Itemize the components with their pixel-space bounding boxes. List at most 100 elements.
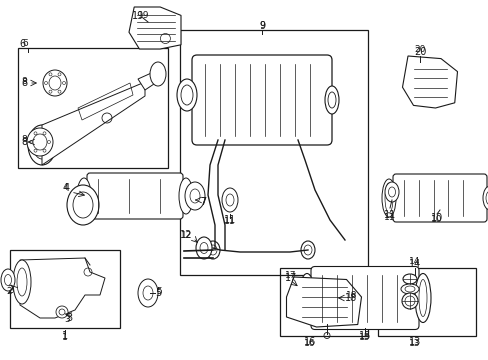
Ellipse shape: [33, 131, 51, 159]
Ellipse shape: [485, 191, 488, 205]
Text: 7: 7: [200, 197, 206, 207]
Ellipse shape: [414, 274, 430, 323]
Text: 20: 20: [413, 47, 426, 57]
Text: 19: 19: [132, 11, 144, 21]
Text: 1: 1: [62, 333, 68, 342]
FancyBboxPatch shape: [87, 173, 183, 219]
Bar: [377, 268, 475, 336]
Ellipse shape: [208, 245, 217, 255]
Text: 10: 10: [430, 216, 442, 225]
Text: 17: 17: [285, 273, 297, 283]
Text: 16: 16: [304, 338, 315, 347]
Ellipse shape: [56, 306, 68, 318]
Text: 14: 14: [408, 257, 420, 266]
Ellipse shape: [384, 182, 398, 202]
Ellipse shape: [298, 274, 314, 323]
Text: 11: 11: [224, 217, 235, 226]
Text: 11: 11: [383, 210, 395, 220]
Text: 15: 15: [358, 331, 370, 341]
Ellipse shape: [404, 286, 414, 292]
Text: 3: 3: [66, 313, 72, 323]
Text: 11: 11: [224, 215, 236, 225]
Ellipse shape: [67, 185, 99, 225]
FancyBboxPatch shape: [192, 55, 331, 145]
Ellipse shape: [49, 76, 61, 90]
Ellipse shape: [190, 189, 200, 203]
Ellipse shape: [303, 279, 310, 316]
Text: 14: 14: [408, 259, 420, 269]
Ellipse shape: [142, 286, 153, 300]
Ellipse shape: [205, 241, 220, 259]
Ellipse shape: [402, 274, 416, 284]
Ellipse shape: [196, 237, 212, 259]
Ellipse shape: [401, 293, 417, 309]
Text: 18: 18: [346, 292, 357, 301]
Text: 18: 18: [345, 293, 357, 303]
Text: 16: 16: [303, 337, 315, 347]
Text: 9: 9: [259, 21, 264, 31]
Text: 8: 8: [21, 135, 27, 144]
Text: 4: 4: [64, 183, 70, 193]
Text: 20: 20: [413, 45, 425, 54]
Ellipse shape: [304, 245, 311, 255]
Ellipse shape: [13, 260, 31, 304]
Ellipse shape: [200, 243, 207, 253]
Ellipse shape: [43, 70, 67, 96]
Ellipse shape: [150, 62, 165, 86]
Text: 11: 11: [384, 213, 395, 222]
Ellipse shape: [482, 186, 488, 210]
FancyBboxPatch shape: [392, 174, 486, 222]
Ellipse shape: [418, 279, 426, 316]
Text: 7: 7: [200, 198, 205, 207]
Ellipse shape: [33, 134, 47, 150]
Text: 10: 10: [430, 213, 442, 223]
Polygon shape: [20, 258, 105, 318]
Bar: [18, 48, 168, 168]
Polygon shape: [42, 82, 145, 165]
Text: 8: 8: [22, 137, 28, 147]
Bar: [280, 268, 367, 336]
Polygon shape: [129, 7, 181, 49]
Text: 8: 8: [22, 78, 28, 88]
Ellipse shape: [181, 85, 193, 105]
Text: 5: 5: [155, 288, 161, 298]
Text: 17: 17: [285, 271, 296, 280]
Text: 1: 1: [62, 331, 68, 341]
Polygon shape: [286, 277, 361, 327]
Bar: [10, 250, 120, 328]
Text: 2: 2: [6, 288, 12, 297]
Text: 9: 9: [259, 21, 264, 30]
Polygon shape: [402, 56, 457, 108]
Ellipse shape: [73, 192, 93, 218]
Ellipse shape: [327, 92, 335, 108]
Ellipse shape: [387, 187, 395, 197]
Ellipse shape: [381, 179, 395, 217]
Ellipse shape: [179, 178, 193, 214]
Text: 15: 15: [359, 333, 370, 342]
Ellipse shape: [404, 296, 414, 306]
Ellipse shape: [177, 79, 197, 111]
Text: 5: 5: [156, 288, 162, 297]
Ellipse shape: [77, 178, 91, 214]
Ellipse shape: [59, 309, 65, 315]
Ellipse shape: [17, 268, 27, 296]
FancyBboxPatch shape: [310, 266, 418, 329]
Ellipse shape: [384, 183, 392, 213]
Text: 19: 19: [138, 12, 149, 21]
Ellipse shape: [4, 274, 12, 285]
Text: 8: 8: [21, 77, 27, 86]
Bar: [180, 30, 367, 275]
Text: 4: 4: [62, 184, 68, 193]
Ellipse shape: [138, 279, 158, 307]
Text: 3: 3: [64, 315, 70, 324]
Ellipse shape: [222, 188, 238, 212]
Text: 6: 6: [22, 40, 28, 49]
Ellipse shape: [28, 125, 56, 165]
Text: 13: 13: [408, 338, 420, 347]
Ellipse shape: [325, 86, 338, 114]
Text: 2: 2: [8, 285, 14, 295]
Text: 13: 13: [408, 337, 420, 347]
Ellipse shape: [400, 284, 418, 294]
Polygon shape: [138, 70, 163, 90]
Ellipse shape: [184, 182, 204, 210]
